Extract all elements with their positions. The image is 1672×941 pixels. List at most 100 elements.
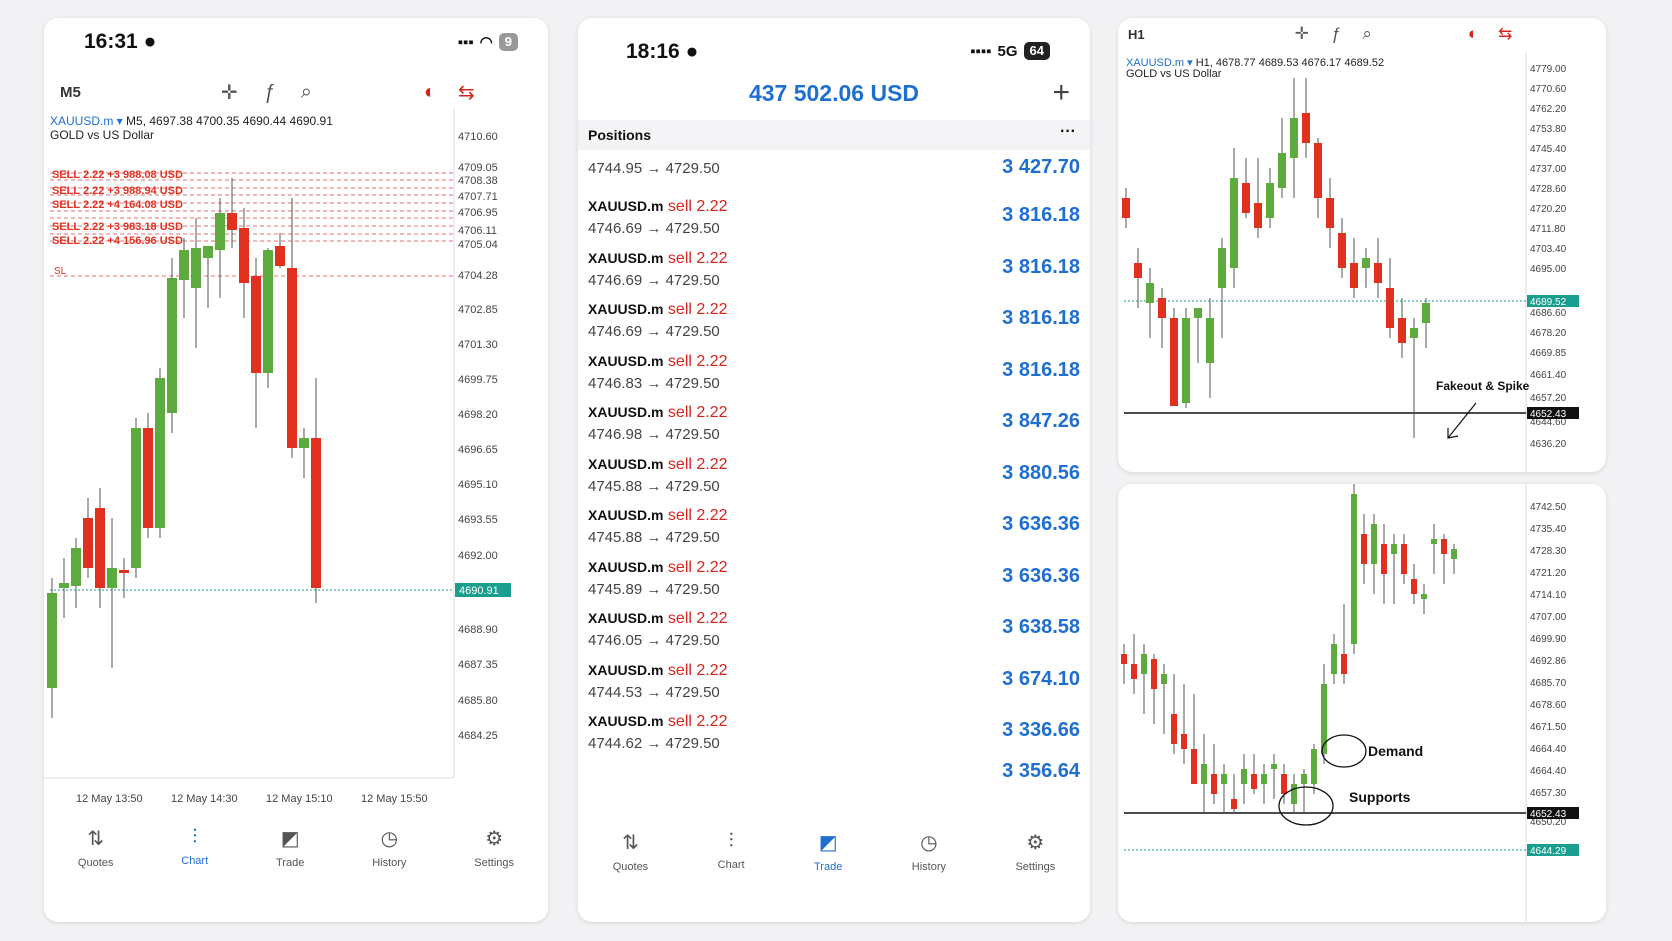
- signal-icon: ▪▪▪: [457, 33, 474, 51]
- position-row[interactable]: XAUUSD.m sell 2.22 4744.53 → 4729.50 3 674…: [588, 662, 1080, 708]
- battery-icon: 9: [498, 33, 518, 51]
- price-tick-label: 4657.20: [1530, 393, 1567, 404]
- position-row[interactable]: 4744.95 → 4729.50 3 427.70: [588, 156, 1080, 196]
- candle: [155, 378, 165, 528]
- color-mode-icon[interactable]: ◐: [1467, 24, 1479, 43]
- position-prices: 4746.98 → 4729.50: [588, 426, 720, 443]
- price-tick-label: 4710.60: [458, 131, 498, 143]
- candle: [1401, 544, 1407, 574]
- chevron-down-icon[interactable]: ▾: [1184, 57, 1196, 69]
- position-row[interactable]: XAUUSD.m sell 2.22 4745.89 → 4729.50 3 636…: [588, 559, 1080, 605]
- trade-label[interactable]: SELL 2.22 +3 983.18 USD: [52, 221, 183, 233]
- position-prices: 4744.95 → 4729.50: [588, 160, 720, 177]
- position-row[interactable]: XAUUSD.m sell 2.22 4746.69 → 4729.50 3 816…: [588, 301, 1080, 347]
- nav-quotes[interactable]: ⇅ Quotes: [77, 828, 114, 869]
- price-tick-label: 4692.00: [458, 550, 498, 562]
- position-row[interactable]: XAUUSD.m sell 2.22 4745.88 → 4729.50 3 880…: [588, 456, 1080, 502]
- nav-trade[interactable]: ◩ Trade: [276, 828, 305, 869]
- price-tick-label: 4708.38: [458, 175, 498, 187]
- candles: [1122, 78, 1430, 438]
- candle: [1181, 734, 1187, 749]
- candle: [1241, 769, 1247, 784]
- timeframe-button[interactable]: M5: [60, 84, 81, 101]
- candle: [1374, 263, 1382, 283]
- position-side: sell 2.22: [667, 558, 728, 576]
- nav-chart[interactable]: ⫶ Chart: [717, 830, 745, 871]
- color-mode-icon[interactable]: ◐: [423, 81, 437, 103]
- price-tick-label: 4696.65: [458, 444, 498, 456]
- nav-chart[interactable]: ⫶ Chart: [181, 826, 209, 867]
- candle: [107, 568, 117, 588]
- candle: [251, 276, 261, 373]
- candle: [1201, 764, 1207, 784]
- indicator-icon[interactable]: ƒ: [263, 81, 275, 103]
- objects-icon[interactable]: ⌕: [1362, 24, 1372, 43]
- crosshair-icon[interactable]: ✛: [220, 82, 238, 104]
- position-row[interactable]: XAUUSD.m sell 2.22 4746.69 → 4729.50 3 816…: [588, 250, 1080, 296]
- price-tick-label: 4687.35: [458, 659, 498, 671]
- price-tick-label: 4695.00: [1530, 264, 1567, 275]
- chevron-down-icon[interactable]: ▾: [113, 114, 127, 128]
- trade-label[interactable]: SELL 2.22 +3 988.94 USD: [52, 185, 183, 197]
- trade-chart-icon: ◩: [280, 828, 300, 850]
- nav-history[interactable]: ◷ History: [372, 828, 407, 869]
- timeframe-button[interactable]: H1: [1128, 26, 1145, 42]
- m5-candles-chart[interactable]: SELL 2.22 +3 988.08 USD SELL 2.22 +3 988…: [44, 18, 548, 922]
- nav-quotes[interactable]: ⇅ Quotes: [612, 832, 649, 873]
- candle: [1451, 549, 1457, 559]
- more-icon[interactable]: ···: [1060, 123, 1076, 140]
- crosshair-icon[interactable]: ✛: [1294, 24, 1309, 43]
- nav-trade[interactable]: ◩ Trade: [814, 832, 843, 873]
- nav-history[interactable]: ◷ History: [911, 832, 947, 873]
- position-side: sell 2.22: [667, 198, 728, 215]
- position-profit: 3 816.18: [1002, 358, 1080, 381]
- status-icons: ▪▪▪▪ 5G 64: [970, 42, 1050, 60]
- position-row[interactable]: XAUUSD.m sell 2.22 4746.83 → 4729.50 3 816…: [588, 353, 1080, 399]
- trade-icon[interactable]: ⇆: [1498, 24, 1513, 43]
- add-icon[interactable]: +: [1052, 76, 1070, 109]
- nav-settings[interactable]: ⚙ Settings: [474, 828, 515, 869]
- position-row[interactable]: XAUUSD.m sell 2.22 4746.98 → 4729.50 3 847…: [588, 404, 1080, 450]
- demand-label: Demand: [1368, 743, 1423, 759]
- price-axis: 4742.50 4735.40 4728.30 4721.20 4714.10 4707.…: [1530, 502, 1567, 828]
- objects-icon[interactable]: ⌕: [300, 81, 312, 103]
- price-tick-label: 4688.90: [458, 624, 498, 636]
- indicator-icon[interactable]: ƒ: [1330, 24, 1341, 43]
- demand-candles-chart[interactable]: Demand Supports 4742.50 4735.40 4728.30 472…: [1118, 484, 1606, 922]
- candle: [1266, 183, 1274, 218]
- position-side: sell 2.22: [667, 610, 728, 627]
- candle: [1251, 774, 1257, 789]
- price-tick-label: 4762.20: [1530, 104, 1567, 115]
- price-tick-label: 4735.40: [1530, 524, 1567, 535]
- price-tick-label: 4693.55: [458, 514, 498, 526]
- position-side: sell 2.22: [667, 455, 728, 473]
- candle: [1371, 524, 1377, 564]
- time-label: 12 May 15:50: [361, 793, 428, 805]
- candle: [1321, 684, 1327, 754]
- trade-label[interactable]: SELL 2.22 +3 988.08 USD: [52, 169, 183, 181]
- position-row[interactable]: XAUUSD.m sell 2.22 4745.88 → 4729.50 3 636…: [588, 507, 1080, 553]
- price-tick-label: 4711.80: [1530, 224, 1566, 235]
- candle: [1422, 303, 1430, 323]
- symbol-selector[interactable]: XAUUSD.m: [1126, 57, 1185, 69]
- h1-candles-chart[interactable]: Fakeout & Spike 4779.00 4770.60 4762.20 475…: [1118, 18, 1606, 472]
- positions-header: Positions ···: [578, 120, 1090, 150]
- candle: [1281, 774, 1287, 794]
- candle: [1291, 784, 1297, 804]
- position-row[interactable]: XAUUSD.m sell 2.22 4746.05 → 4729.50 3 638…: [588, 610, 1080, 656]
- position-row[interactable]: XAUUSD.m sell 2.22 4744.62 → 4729.50 3 336…: [588, 713, 1080, 759]
- position-row[interactable]: XAUUSD.m sell 2.22 4746.69 → 4729.50 3 816…: [588, 198, 1080, 244]
- trade-label[interactable]: SELL 2.22 +4 156.96 USD: [52, 235, 183, 247]
- price-tick-label: 4692.86: [1530, 656, 1567, 667]
- position-profit: 3 880.56: [1002, 461, 1080, 484]
- trade-icon[interactable]: ⇆: [458, 82, 475, 104]
- symbol-selector[interactable]: XAUUSD.m: [50, 114, 114, 128]
- position-symbol: XAUUSD.m sell 2.22: [588, 713, 728, 730]
- position-symbol: XAUUSD.m sell 2.22: [588, 301, 728, 318]
- position-profit: 3 847.26: [1002, 410, 1080, 432]
- nav-settings[interactable]: ⚙ Settings: [1015, 832, 1056, 873]
- position-symbol: XAUUSD.m sell 2.22: [588, 507, 728, 524]
- trade-label[interactable]: SELL 2.22 +4 164.08 USD: [52, 199, 183, 211]
- person-icon: ●: [143, 30, 157, 53]
- candle: [275, 246, 285, 266]
